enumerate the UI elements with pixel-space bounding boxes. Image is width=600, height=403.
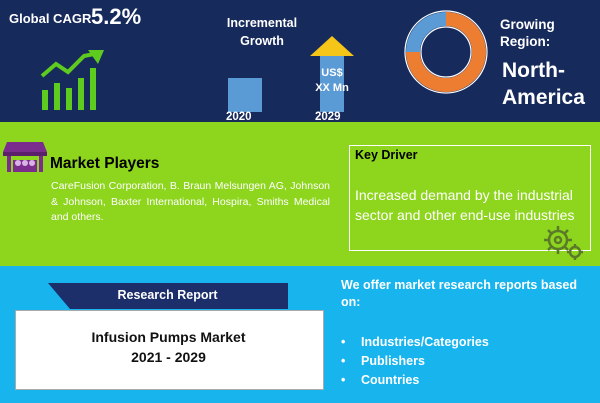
list-item: • Industries/Categories: [341, 333, 489, 352]
list-item: • Countries: [341, 371, 489, 390]
market-players-title: Market Players: [50, 155, 160, 172]
offer-intro: We offer market research reports based o…: [341, 278, 577, 309]
growth-chart-icon: [40, 50, 104, 110]
cagr-value: 5.2%: [91, 4, 142, 29]
key-driver-title: Key Driver: [355, 148, 418, 162]
bullet-icon: •: [341, 335, 346, 349]
growth-arrow-icon: [310, 36, 354, 112]
region-label: Growing Region:: [500, 17, 555, 49]
year-end: 2029: [315, 111, 341, 123]
growth-title: Incremental Growth: [226, 16, 298, 48]
middle-band: [0, 122, 600, 266]
year-start: 2020: [226, 111, 252, 123]
gears-icon: [544, 226, 583, 260]
bullet-icon: •: [341, 373, 346, 387]
top-banner: [0, 0, 600, 122]
cagr-label: Global CAGR: [9, 11, 92, 26]
list-item: • Publishers: [341, 352, 489, 371]
research-report-label: Research Report: [117, 288, 218, 302]
report-name: Infusion Pumps Market: [91, 329, 246, 345]
value-label: US$ XX Mn: [315, 67, 349, 94]
key-driver-text: Increased demand by the industrial secto…: [355, 187, 575, 223]
market-players-text: CareFusion Corporation, B. Braun Melsung…: [51, 180, 330, 223]
report-card: [15, 310, 324, 390]
research-report-banner: [48, 283, 288, 309]
market-stall-icon: [3, 142, 47, 172]
report-years: 2021 - 2029: [131, 349, 206, 365]
bar-2020: [228, 78, 262, 112]
region-value: North- America: [502, 59, 585, 109]
donut-ring-icon: [404, 10, 488, 94]
bullet-icon: •: [341, 354, 346, 368]
offer-list: • Industries/Categories • Publishers • Coun…: [341, 333, 489, 390]
key-driver-box: [349, 145, 591, 251]
